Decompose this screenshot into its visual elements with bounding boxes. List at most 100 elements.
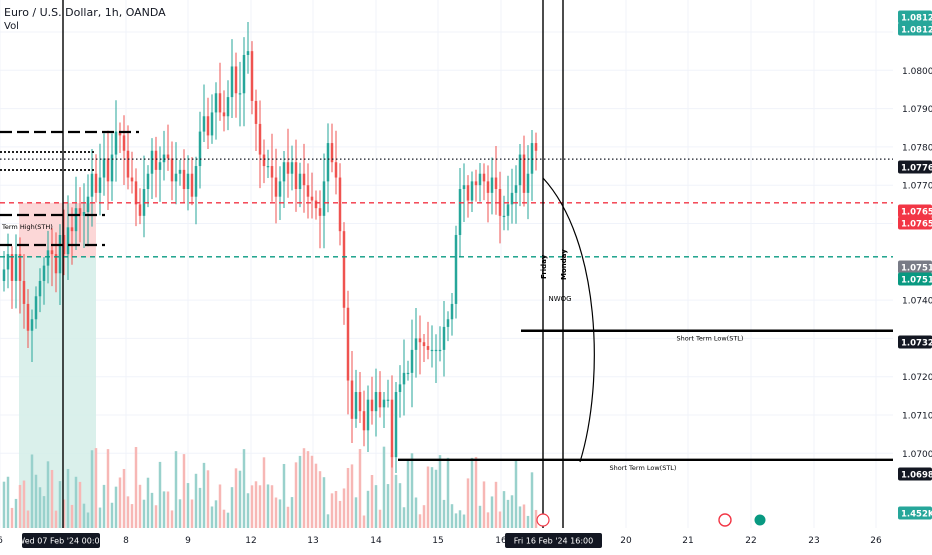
volume-bar bbox=[74, 476, 78, 528]
candle-body bbox=[174, 173, 178, 182]
candle-body bbox=[270, 166, 274, 178]
volume-bar bbox=[394, 474, 398, 528]
candle-body bbox=[346, 307, 350, 381]
volume-bar bbox=[358, 449, 362, 528]
volume-bar bbox=[486, 512, 490, 528]
volume-bar bbox=[458, 510, 462, 528]
candle-body bbox=[466, 185, 470, 201]
volume-bar bbox=[330, 493, 334, 528]
candle-body bbox=[238, 93, 242, 95]
candle-body bbox=[386, 399, 390, 401]
volume-bar bbox=[174, 451, 178, 528]
price-label-text: 1.08129 bbox=[901, 14, 932, 24]
candle-body bbox=[298, 173, 302, 190]
x-tick-label: 14 bbox=[370, 536, 382, 546]
candle-body bbox=[34, 296, 38, 320]
candle-body bbox=[486, 181, 490, 193]
candle-body bbox=[462, 185, 466, 190]
volume-bar bbox=[62, 499, 66, 528]
price-label-text: 1.06983 bbox=[901, 471, 932, 481]
volume-bar bbox=[70, 504, 74, 528]
volume-bar bbox=[210, 506, 214, 528]
volume-bar bbox=[50, 469, 54, 528]
candle-body bbox=[342, 231, 346, 308]
candle-body bbox=[2, 269, 6, 281]
y-tick-label: 1.07100 bbox=[902, 412, 932, 422]
candle-body bbox=[150, 150, 154, 174]
volume-bar bbox=[46, 461, 50, 528]
candle-body bbox=[434, 349, 438, 352]
candle-body bbox=[10, 254, 14, 281]
candle-body bbox=[6, 254, 10, 270]
price-label-box bbox=[898, 506, 932, 520]
volume-bar bbox=[190, 499, 194, 528]
candle-body bbox=[470, 181, 474, 201]
volume-bar bbox=[106, 449, 110, 528]
price-label-text: 1.452K bbox=[901, 510, 932, 520]
candle-body bbox=[310, 196, 314, 201]
candle-body bbox=[70, 227, 74, 232]
volume-bar bbox=[454, 513, 458, 528]
candle-body bbox=[278, 181, 282, 197]
candle-body bbox=[354, 392, 358, 419]
candle-body bbox=[190, 173, 194, 197]
volume-bar bbox=[130, 504, 134, 528]
volume-bar bbox=[126, 496, 130, 528]
candle-body bbox=[154, 150, 158, 170]
candle-body bbox=[362, 411, 366, 431]
candle-body bbox=[518, 154, 522, 186]
candle-body bbox=[402, 372, 406, 385]
x-tick-label: 8 bbox=[123, 536, 129, 546]
x-tick-label: 21 bbox=[682, 536, 693, 546]
candle-body bbox=[510, 192, 514, 205]
volume-bar bbox=[510, 495, 514, 528]
price-label-text: 1.07320 bbox=[901, 339, 932, 349]
volume-bar bbox=[94, 448, 98, 528]
candle-body bbox=[130, 177, 134, 182]
candle-body bbox=[106, 158, 110, 182]
candle-body bbox=[438, 349, 442, 352]
volume-bar bbox=[30, 454, 34, 528]
candle-body bbox=[66, 227, 70, 255]
volume-bar bbox=[410, 453, 414, 528]
volume-label: Vol bbox=[4, 21, 19, 32]
x-tick-label: 12 bbox=[245, 536, 256, 546]
volume-bar bbox=[390, 454, 394, 528]
candle-body bbox=[418, 338, 422, 343]
volume-bar bbox=[54, 510, 58, 528]
volume-bar bbox=[86, 512, 90, 528]
volume-bar bbox=[526, 515, 530, 528]
candle-body bbox=[338, 177, 342, 232]
candle-body bbox=[226, 97, 230, 117]
volume-bar bbox=[490, 496, 494, 528]
volume-bar bbox=[166, 491, 170, 528]
candle-body bbox=[38, 280, 42, 297]
volume-bar bbox=[98, 507, 102, 528]
candle-body bbox=[350, 380, 354, 419]
projection-curve bbox=[542, 177, 595, 463]
price-label-box bbox=[898, 216, 932, 230]
x-tick-label: 23 bbox=[808, 536, 819, 546]
volume-bar bbox=[474, 456, 478, 528]
candle-body bbox=[198, 131, 202, 167]
volume-bar bbox=[250, 485, 254, 528]
candle-body bbox=[138, 204, 142, 216]
volume-bar bbox=[366, 490, 370, 528]
y-tick-label: 1.07200 bbox=[902, 373, 932, 383]
volume-bar bbox=[10, 507, 14, 528]
y-tick-label: 1.07000 bbox=[902, 450, 932, 460]
volume-bar bbox=[298, 455, 302, 528]
volume-bar bbox=[374, 485, 378, 528]
candle-body bbox=[446, 319, 450, 327]
volume-bar bbox=[38, 487, 42, 528]
volume-bar bbox=[170, 510, 174, 528]
price-label-text: 1.07513 bbox=[901, 264, 932, 274]
monday-label: Monday bbox=[560, 249, 568, 280]
candle-body bbox=[222, 112, 226, 117]
candle-body bbox=[242, 54, 246, 94]
volume-bar bbox=[22, 480, 26, 528]
volume-bar bbox=[142, 499, 146, 528]
volume-bar bbox=[150, 492, 154, 528]
